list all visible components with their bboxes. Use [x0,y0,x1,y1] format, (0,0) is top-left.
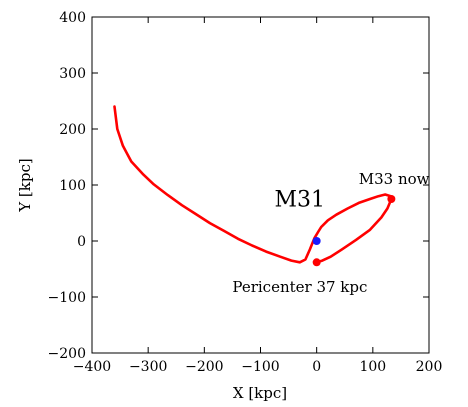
x-tick-label: 100 [359,359,386,375]
x-tick-label: −400 [73,359,111,375]
x-tick-label: −300 [129,359,167,375]
point-marker [312,237,321,245]
point-marker [387,195,396,203]
y-tick-label: 300 [59,66,86,82]
x-axis-label: X [kpc] [233,384,287,402]
y-tick-label: 400 [59,10,86,26]
annotation-m33: M33 now [359,170,430,188]
annotation-layer: M31 M33 now Pericenter 37 kpc [232,170,429,296]
marker-layer [312,195,396,267]
x-tick-label: 0 [312,359,321,375]
y-tick-label: 100 [59,178,86,194]
x-tick-label: 200 [416,359,443,375]
y-axis-label: Y [kpc] [16,158,34,212]
y-tick-label: 0 [77,234,86,250]
y-tick-label: −200 [48,346,86,362]
plot-area [91,16,430,354]
annotation-m31: M31 [275,187,326,212]
y-tick-label: 200 [59,122,86,138]
point-marker [312,258,321,267]
x-tick-label: −100 [241,359,279,375]
axis-ticks [91,16,430,354]
y-tick-label: −100 [48,290,86,306]
x-tick-label: −200 [185,359,223,375]
tick-labels: −400 −300 −200 −100 0 100 200 −200 −100 0 100 200 30… [48,10,443,375]
annotation-peri: Pericenter 37 kpc [232,278,367,296]
